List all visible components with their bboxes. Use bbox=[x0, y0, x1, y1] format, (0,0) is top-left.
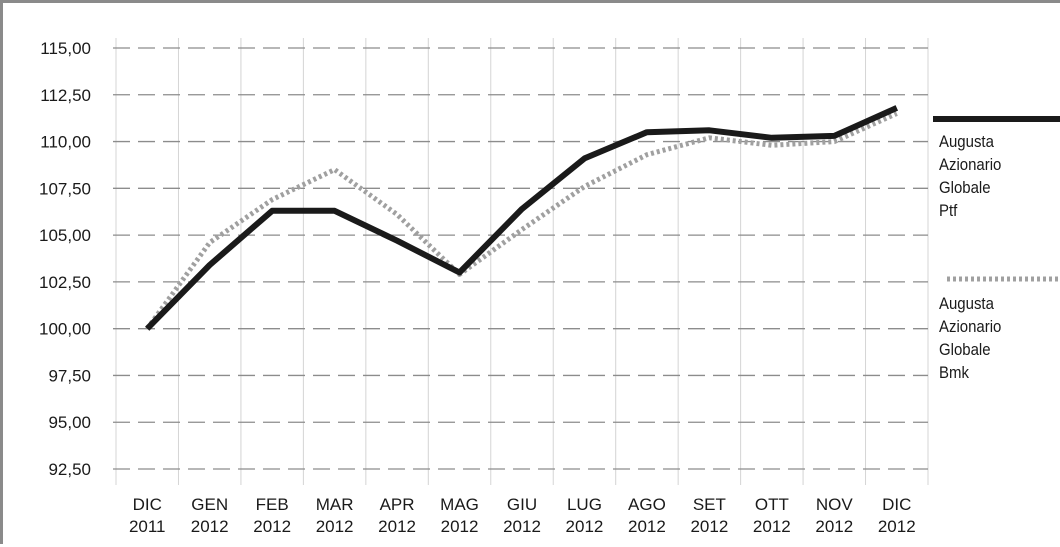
series-line-bmk bbox=[145, 111, 898, 331]
line-chart: 115,00 112,50 110,00 107,50 105,00 102,50 100,… bbox=[39, 38, 1060, 536]
x-tick-label: MAG bbox=[440, 495, 479, 514]
x-axis-tick-labels: DIC 2011 GEN 2012 FEB 2012 MAR 2012 APR 2012 MAG 20… bbox=[129, 495, 916, 536]
y-tick-label: 92,50 bbox=[48, 460, 91, 479]
y-tick-label: 102,50 bbox=[39, 273, 91, 292]
x-tick-label: 2012 bbox=[628, 517, 666, 536]
series-line-ptf bbox=[145, 105, 899, 331]
x-tick-label: LUG bbox=[567, 495, 602, 514]
x-tick-label: 2012 bbox=[566, 517, 604, 536]
y-tick-label: 110,00 bbox=[40, 133, 91, 152]
x-tick-label: 2012 bbox=[878, 517, 916, 536]
x-tick-label: GEN bbox=[191, 495, 228, 514]
legend-label-ptf: Augusta Azionario Globale Ptf bbox=[939, 132, 1002, 220]
x-tick-label: DIC bbox=[882, 495, 911, 514]
x-tick-label: MAR bbox=[316, 495, 354, 514]
x-tick-label: 2011 bbox=[129, 517, 166, 536]
x-tick-label: 2012 bbox=[503, 517, 541, 536]
x-tick-label: 2012 bbox=[690, 517, 728, 536]
x-tick-label: AGO bbox=[628, 495, 666, 514]
x-tick-label: SET bbox=[693, 495, 726, 514]
grid-lines bbox=[113, 38, 929, 485]
y-tick-label: 95,00 bbox=[48, 413, 91, 432]
x-tick-label: 2012 bbox=[253, 517, 291, 536]
x-tick-label: 2012 bbox=[753, 517, 791, 536]
x-tick-label: APR bbox=[380, 495, 415, 514]
x-tick-label: 2012 bbox=[378, 517, 416, 536]
legend-swatches bbox=[933, 116, 1060, 282]
x-tick-label: 2012 bbox=[191, 517, 229, 536]
x-tick-label: 2012 bbox=[815, 517, 853, 536]
x-tick-label: OTT bbox=[755, 495, 789, 514]
x-tick-label: 2012 bbox=[441, 517, 479, 536]
x-tick-label: DIC bbox=[133, 495, 162, 514]
x-tick-label: GIU bbox=[507, 495, 537, 514]
legend-label-bmk: Augusta Azionario Globale Bmk bbox=[939, 294, 1002, 382]
y-tick-label: 112,50 bbox=[40, 86, 91, 105]
y-tick-label: 97,50 bbox=[48, 366, 91, 385]
x-tick-label: 2012 bbox=[316, 517, 354, 536]
y-tick-label: 107,50 bbox=[39, 179, 91, 198]
y-axis-tick-labels: 115,00 112,50 110,00 107,50 105,00 102,50 100,… bbox=[39, 39, 91, 479]
x-tick-label: NOV bbox=[816, 495, 854, 514]
series-lines bbox=[145, 105, 899, 331]
y-tick-label: 105,00 bbox=[39, 226, 91, 245]
y-tick-label: 115,00 bbox=[40, 39, 91, 58]
x-tick-label: FEB bbox=[256, 495, 289, 514]
y-tick-label: 100,00 bbox=[39, 320, 91, 339]
